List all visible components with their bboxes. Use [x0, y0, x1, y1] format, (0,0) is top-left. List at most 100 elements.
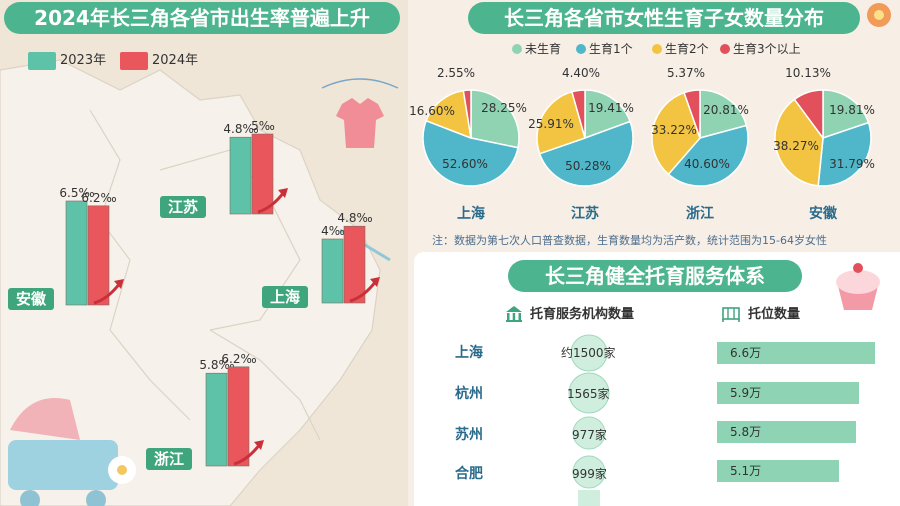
birth-rate-title: 2024年长三角各省市出生率普遍上升	[4, 2, 400, 34]
bar-value-label: 6.2‰	[221, 352, 256, 366]
row-orgs: 977家	[572, 428, 607, 442]
bar-2023	[205, 372, 228, 467]
legend-label: 生育2个	[665, 42, 709, 56]
pie-slice	[470, 89, 520, 149]
pie-slice	[774, 98, 824, 187]
legend-2024-label: 2024年	[152, 53, 199, 68]
row-city: 合肥	[455, 466, 483, 482]
pie-slice	[667, 124, 749, 187]
flower-icon	[867, 3, 891, 27]
orgs-bubble	[568, 372, 610, 414]
bar-value-label: 4.8‰	[337, 211, 372, 225]
row-orgs: 约1500家	[561, 346, 616, 360]
row-beds: 6.6万	[730, 346, 762, 360]
flower-icon	[108, 456, 136, 484]
pie-slice	[651, 91, 701, 176]
crib-icon	[722, 307, 740, 322]
cupcake-icon	[836, 263, 880, 310]
baby-decorations	[8, 78, 399, 506]
legend-2024-swatch	[120, 52, 148, 70]
stroller-icon	[8, 398, 118, 506]
province-label-zhejiang: 浙江	[146, 448, 193, 470]
bar-value-label: 6.2‰	[81, 191, 116, 205]
pie-value-label: 50.28%	[565, 159, 611, 173]
pie-value-label: 19.81%	[829, 103, 875, 117]
bar-value-label: 5‰	[251, 119, 275, 133]
bar-value-label: 6.5‰	[59, 186, 94, 200]
legend-label: 生育3个以上	[733, 42, 801, 56]
pie-value-label: 33.22%	[651, 123, 697, 137]
building-icon	[506, 306, 522, 322]
pie-value-label: 25.91%	[528, 117, 574, 131]
childcare-title: 长三角健全托育服务体系	[508, 260, 802, 292]
row-orgs: 1565家	[567, 387, 610, 401]
pie-value-label: 40.60%	[684, 157, 730, 171]
bar-2023	[229, 136, 252, 215]
pie-value-label: 38.27%	[773, 139, 819, 153]
birth-rate-bar-chart: 4.8‰5‰6.5‰6.2‰4‰4.8‰5.8‰6.2‰	[59, 119, 380, 467]
pie-slice	[817, 121, 872, 187]
pie-province-label: 江苏	[571, 205, 599, 222]
orgs-bubble	[572, 416, 606, 450]
data-note: 注：数据为第七次人口普查数据，生育数量均为活产数，统计范围为15-64岁女性	[432, 234, 827, 247]
pie-slice	[699, 89, 748, 139]
pie-slice	[536, 90, 586, 155]
up-arrow-icon	[233, 443, 262, 466]
pie-slice	[584, 89, 632, 140]
orgs-column-header: 托育服务机构数量	[530, 307, 635, 322]
fertility-title: 长三角各省市女性生育子女数量分布	[468, 2, 860, 34]
row-orgs: 999家	[572, 467, 607, 481]
pie-province-label: 安徽	[809, 205, 838, 222]
bar-2024	[343, 225, 366, 304]
bar-2024	[227, 366, 250, 467]
pie-value-label: 16.60%	[409, 104, 455, 118]
pie-slice	[683, 89, 701, 139]
up-arrow-head-icon	[278, 188, 288, 198]
up-arrow-head-icon	[370, 277, 380, 287]
beds-bar	[717, 460, 839, 482]
pie-slice	[422, 119, 519, 187]
pie-legend-one: 生育1个	[576, 41, 633, 57]
up-arrow-icon	[257, 191, 286, 214]
legend-dot	[512, 44, 522, 54]
row-beds: 5.1万	[730, 464, 762, 478]
pie-value-label: 31.79%	[829, 157, 875, 171]
up-arrow-icon	[349, 280, 378, 303]
pie-value-label: 2.55%	[437, 66, 475, 80]
bar-2024	[87, 205, 110, 306]
beds-column-header: 托位数量	[748, 307, 801, 322]
bar-value-label: 5.8‰	[199, 358, 234, 372]
pie-value-label: 28.25%	[481, 101, 527, 115]
row-beds: 5.8万	[730, 425, 762, 439]
up-arrow-head-icon	[254, 440, 264, 450]
bar-value-label: 4.8‰	[223, 122, 258, 136]
up-arrow-icon	[93, 282, 122, 305]
legend-label: 生育1个	[589, 42, 633, 56]
orgs-bubble	[572, 455, 606, 489]
pie-legend-none: 未生育	[512, 41, 561, 57]
row-city: 苏州	[455, 427, 483, 443]
pie-value-label: 20.81%	[703, 103, 749, 117]
orgs-bubble	[578, 490, 600, 506]
birth-rate-panel: 2024年长三角各省市出生率普遍上升 2023年 2024年 4.8‰ 5‰ 6.5…	[0, 0, 408, 506]
legend-dot	[720, 44, 730, 54]
pie-slice	[793, 89, 824, 141]
pie-value-label: 10.13%	[785, 66, 831, 80]
legend-dot	[652, 44, 662, 54]
legend-label: 未生育	[525, 42, 562, 56]
pie-slice	[425, 89, 472, 140]
province-label-anhui: 安徽	[8, 288, 55, 310]
legend-2023-label: 2023年	[60, 53, 107, 68]
pie-value-label: 4.40%	[562, 66, 600, 80]
row-city: 上海	[455, 345, 483, 361]
legend-dot	[576, 44, 586, 54]
province-label-shanghai: 上海	[262, 286, 309, 308]
pie-legend-two: 生育2个	[652, 41, 709, 57]
yangtze-delta-map	[0, 59, 391, 506]
province-label-jiangsu: 江苏	[160, 196, 207, 218]
pie-province-label: 上海	[457, 205, 485, 222]
bar-2023	[321, 238, 344, 304]
